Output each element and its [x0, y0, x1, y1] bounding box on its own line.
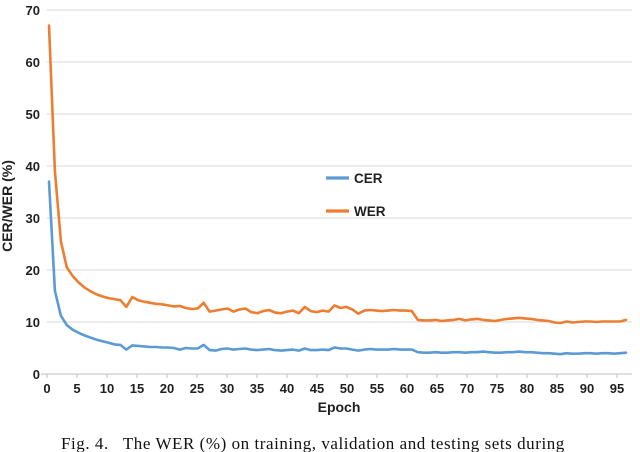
- x-tick-label: 65: [430, 381, 444, 396]
- x-tick-label: 70: [460, 381, 474, 396]
- x-tick-label: 80: [520, 381, 534, 396]
- x-tick-label: 55: [370, 381, 384, 396]
- x-tick-label: 15: [130, 381, 144, 396]
- y-tick-label: 20: [26, 263, 40, 278]
- x-tick-label: 40: [280, 381, 294, 396]
- x-tick-label: 25: [190, 381, 204, 396]
- x-tick-label: 30: [220, 381, 234, 396]
- x-tick-label: 35: [250, 381, 264, 396]
- series-line-wer: [47, 24, 628, 325]
- x-tick-label: 10: [100, 381, 114, 396]
- x-tick-label: 0: [43, 381, 50, 396]
- wer-cer-chart: 0 10 20 30 40 50 60 70 0 5 10 15 20 25 30 35 40 45 50 55 60 6…: [0, 3, 632, 415]
- y-axis-title: CER/WER (%): [0, 160, 15, 252]
- y-tick-label: 10: [26, 315, 40, 330]
- series-line-cer: [47, 180, 628, 356]
- figure-caption: Fig. 4. The WER (%) on training, validat…: [61, 434, 565, 452]
- y-tick-label: 0: [33, 367, 40, 382]
- y-tick-label: 70: [26, 3, 40, 18]
- x-axis-title: Epoch: [318, 399, 361, 415]
- y-tick-label: 60: [26, 55, 40, 70]
- legend-label-cer: CER: [354, 171, 383, 186]
- x-tick-label: 75: [490, 381, 504, 396]
- x-tick-label: 50: [340, 381, 354, 396]
- x-tick-label: 5: [73, 381, 80, 396]
- y-tick-label: 30: [26, 211, 40, 226]
- legend-label-wer: WER: [354, 204, 386, 219]
- x-tick-label: 60: [400, 381, 414, 396]
- x-tick-label: 85: [550, 381, 564, 396]
- x-tick-label: 90: [580, 381, 594, 396]
- x-tick-label: 20: [160, 381, 174, 396]
- y-tick-label: 50: [26, 107, 40, 122]
- y-tick-label: 40: [26, 159, 40, 174]
- x-tick-label: 45: [310, 381, 324, 396]
- x-tick-label: 95: [610, 381, 624, 396]
